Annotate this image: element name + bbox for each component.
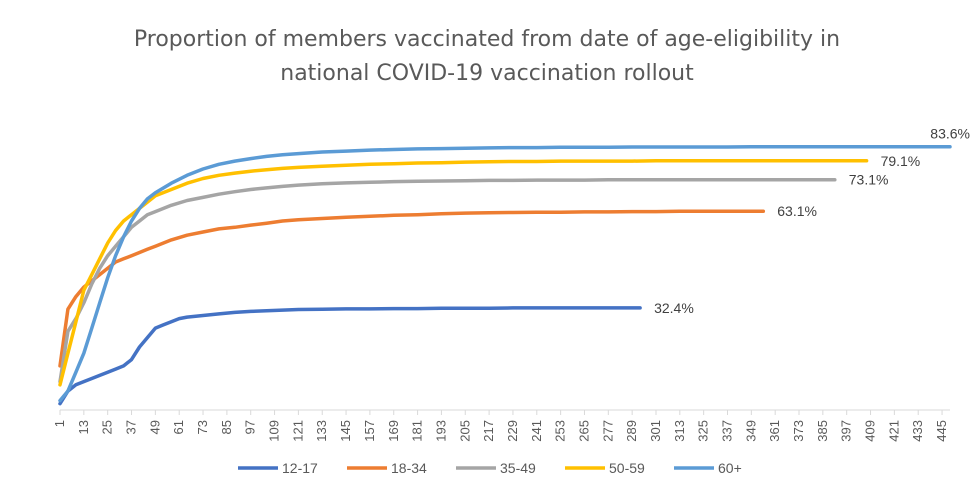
x-tick-label: 1 [52, 420, 67, 427]
series-line-18-34 [58, 209, 766, 368]
x-tick-label: 397 [839, 420, 854, 442]
end-label-18-34: 63.1% [777, 203, 817, 219]
x-tick-label: 229 [505, 420, 520, 442]
end-label-35-49: 73.1% [849, 172, 889, 188]
x-tick-label: 421 [886, 420, 901, 442]
series-line-12-17 [58, 306, 642, 406]
x-tick-label: 97 [243, 420, 258, 434]
x-tick-label: 253 [553, 420, 568, 442]
x-tick-label: 217 [481, 420, 496, 442]
series-line-50-59 [58, 159, 869, 387]
legend-label-12-17: 12-17 [282, 460, 318, 476]
chart-title-line-1: Proportion of members vaccinated from da… [134, 27, 840, 52]
legend-label-50-59: 50-59 [609, 460, 645, 476]
x-tick-label: 325 [696, 420, 711, 442]
series-layer [58, 144, 952, 406]
x-tick-label: 73 [195, 420, 210, 434]
legend-label-18-34: 18-34 [391, 460, 427, 476]
x-tick-label: 169 [386, 420, 401, 442]
x-tick-label: 121 [290, 420, 305, 442]
x-tick-label: 133 [314, 420, 329, 442]
x-tick-label: 193 [433, 420, 448, 442]
x-tick-label: 337 [720, 420, 735, 442]
x-tick-label: 181 [410, 420, 425, 442]
x-tick-label: 241 [529, 420, 544, 442]
x-tick-label: 361 [767, 420, 782, 442]
x-tick-label: 109 [267, 420, 282, 442]
x-tick-label: 61 [171, 420, 186, 434]
end-label-60+: 83.6% [930, 126, 970, 142]
x-tick-layer: 1 13 25 37 49 61 73 85 97 109 121 133 145 157 169 181 19… [52, 410, 949, 442]
x-tick-label: 301 [648, 420, 663, 442]
legend: 12-17 18-34 35-49 50-59 60+ [238, 460, 742, 476]
x-tick-label: 205 [457, 420, 472, 442]
x-tick-label: 49 [147, 420, 162, 434]
x-tick-label: 13 [76, 420, 91, 434]
x-tick-label: 445 [934, 420, 949, 442]
x-tick-label: 277 [600, 420, 615, 442]
legend-label-60+: 60+ [718, 460, 742, 476]
x-tick-label: 289 [624, 420, 639, 442]
x-tick-label: 37 [124, 420, 139, 434]
x-tick-label: 157 [362, 420, 377, 442]
x-tick-label: 409 [863, 420, 878, 442]
x-tick-label: 385 [815, 420, 830, 442]
x-tick-label: 25 [100, 420, 115, 434]
series-line-60+ [58, 144, 952, 403]
x-tick-label: 349 [743, 420, 758, 442]
legend-label-35-49: 35-49 [500, 460, 536, 476]
end-label-12-17: 32.4% [654, 300, 694, 316]
end-label-layer: 32.4% 63.1% 73.1% 79.1% 83.6% [654, 126, 970, 316]
end-label-50-59: 79.1% [881, 153, 921, 169]
series-line-35-49 [58, 177, 837, 384]
x-tick-label: 433 [910, 420, 925, 442]
chart-title-line-2: national COVID-19 vaccination rollout [280, 61, 694, 86]
x-tick-label: 313 [672, 420, 687, 442]
x-tick-label: 145 [338, 420, 353, 442]
x-tick-label: 265 [576, 420, 591, 442]
x-tick-label: 85 [219, 420, 234, 434]
x-tick-label: 373 [791, 420, 806, 442]
